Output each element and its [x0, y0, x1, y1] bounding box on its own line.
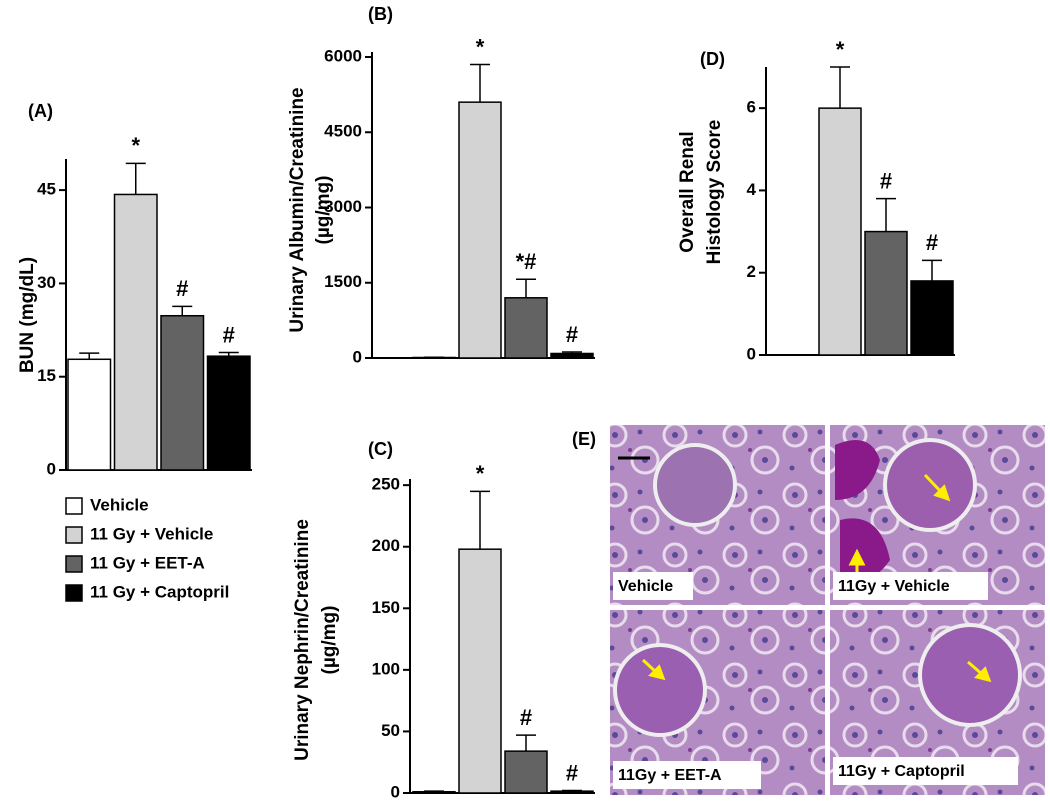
- y-tick-label: 150: [372, 598, 400, 617]
- annotation: #: [926, 230, 938, 255]
- histology-label: 11Gy + EET-A: [618, 767, 722, 784]
- legend-label: Vehicle: [90, 495, 149, 514]
- error-bar: [830, 66, 850, 109]
- legend-swatch: [65, 555, 83, 573]
- y-axis-label: BUN (mg/dL): [17, 257, 38, 373]
- error-bar: [218, 351, 239, 357]
- annotation: #: [176, 276, 188, 301]
- annotation: *: [836, 37, 845, 62]
- legend-swatch: [65, 526, 83, 544]
- error-bar: [516, 278, 536, 298]
- y-tick-label: 3000: [324, 197, 362, 216]
- error-bar: [516, 734, 536, 752]
- panel-label: (C): [368, 439, 393, 459]
- y-axis-label: (µg/mg): [319, 606, 340, 675]
- annotation: #: [223, 322, 235, 347]
- y-tick-label: 6: [747, 98, 756, 117]
- annotation: #: [566, 322, 578, 347]
- error-bar: [470, 490, 490, 550]
- label-box: [613, 761, 761, 789]
- error-bar: [562, 351, 582, 354]
- y-tick-label: 0: [747, 344, 756, 363]
- label-box: [613, 572, 693, 600]
- bar: [67, 358, 112, 471]
- y-tick-label: 100: [372, 659, 400, 678]
- annotation: *: [131, 133, 140, 158]
- bar: [864, 230, 908, 356]
- label-box: [833, 757, 1018, 785]
- legend-swatch: [65, 497, 83, 515]
- y-tick-label: 0: [391, 782, 400, 801]
- glomerulus: [613, 643, 707, 737]
- annotation: #: [566, 760, 578, 785]
- y-tick-label: 30: [37, 273, 56, 292]
- error-bar: [470, 63, 490, 103]
- annotation: *#: [516, 249, 537, 274]
- panel-label: (D): [700, 49, 725, 69]
- y-tick-label: 4: [747, 180, 757, 199]
- y-axis-label: (µg/mg): [313, 176, 334, 245]
- bar: [458, 548, 502, 794]
- bar: [550, 352, 594, 359]
- y-axis-label: Urinary Nephrin/Creatinine: [292, 519, 313, 761]
- glomerulus: [883, 438, 977, 532]
- y-tick-label: 45: [37, 180, 56, 199]
- y-tick-label: 6000: [324, 47, 362, 66]
- legend-label: 11 Gy + Vehicle: [90, 524, 213, 543]
- error-bar: [172, 305, 193, 316]
- bar: [412, 791, 456, 794]
- y-axis-label: Urinary Albumin/Creatinine: [287, 87, 308, 332]
- legend-label: 11 Gy + EET-A: [90, 553, 205, 572]
- panel-label: (B): [368, 4, 393, 24]
- error-bar: [79, 352, 100, 360]
- panel-label: (A): [28, 101, 53, 121]
- y-tick-label: 15: [37, 366, 56, 385]
- glomerulus: [653, 443, 737, 527]
- error-bar: [876, 197, 896, 232]
- y-tick-label: 4500: [324, 122, 362, 141]
- bar: [504, 297, 548, 359]
- annotation: #: [520, 705, 532, 730]
- histology-label: 11Gy + Vehicle: [838, 578, 950, 595]
- bar: [504, 750, 548, 794]
- y-tick-label: 2: [747, 262, 756, 281]
- y-tick-label: 50: [381, 721, 400, 740]
- histology-panel: (E) Vehicle 11Gy + Vehicle 11Gy + EET-A …: [572, 425, 1045, 795]
- legend-label: 11 Gy + Captopril: [90, 582, 229, 601]
- bar: [458, 101, 502, 359]
- histology-label: 11Gy + Captopril: [838, 763, 965, 780]
- annotation: #: [880, 168, 892, 193]
- y-tick-label: 250: [372, 475, 400, 494]
- arrows: [641, 473, 992, 683]
- chart-panel: (A) BUN (mg/dL) 0 15 30 45 * # # Vehicle 11 Gy + V…: [17, 101, 252, 602]
- error-bar: [562, 789, 582, 792]
- label-box: [833, 572, 988, 600]
- y-tick-label: 200: [372, 536, 400, 555]
- glomerulus: [918, 623, 1022, 727]
- bar: [160, 314, 205, 471]
- error-bar: [922, 259, 942, 281]
- y-tick-label: 0: [47, 459, 56, 478]
- chart-panel: (D) Overall Renal Histology Score 0 2 4 6 * # #: [677, 37, 955, 363]
- panel-label: (E): [572, 429, 596, 449]
- annotation: *: [476, 34, 485, 59]
- histology-label: Vehicle: [618, 578, 673, 595]
- cast: [835, 440, 880, 500]
- bar: [113, 193, 158, 471]
- y-axis-label: Histology Score: [704, 120, 725, 265]
- error-bar: [125, 162, 146, 195]
- annotation: *: [476, 461, 485, 486]
- bar: [818, 107, 862, 356]
- y-tick-label: 0: [353, 347, 362, 366]
- bar: [206, 355, 251, 471]
- legend-swatch: [65, 584, 83, 602]
- error-bar: [424, 790, 444, 792]
- chart-panel: (B) Urinary Albumin/Creatinine (µg/mg) 0 150…: [287, 4, 595, 366]
- bar: [550, 790, 594, 794]
- y-axis-label: Overall Renal: [677, 131, 698, 252]
- chart-panel: (C) Urinary Nephrin/Creatinine (µg/mg) 0 50 1…: [292, 439, 595, 801]
- bar: [910, 280, 954, 356]
- y-tick-label: 1500: [324, 272, 362, 291]
